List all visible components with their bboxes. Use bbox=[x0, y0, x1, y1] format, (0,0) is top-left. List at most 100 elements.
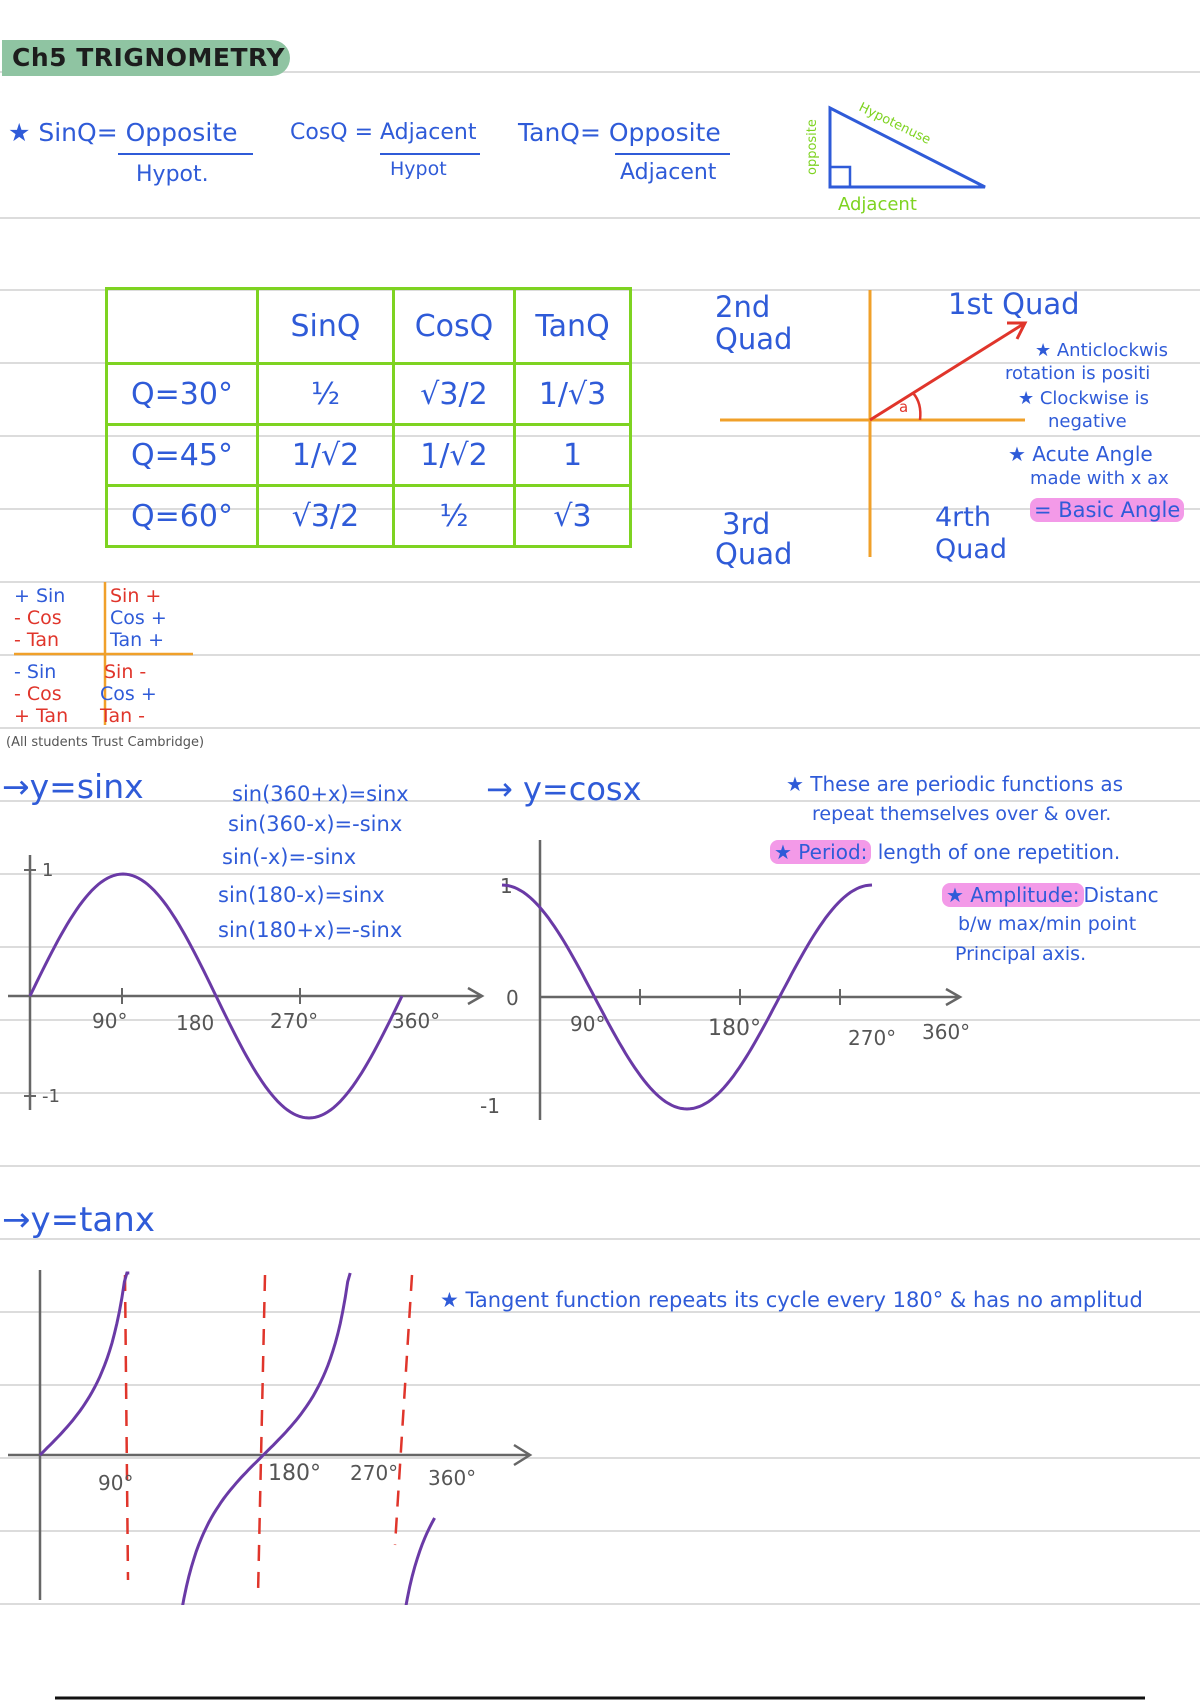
tan-graph: 90° 180° 270° 360° bbox=[8, 1270, 533, 1605]
quadrant-3-label-a: 3rd bbox=[722, 507, 771, 541]
table-cell: ½ bbox=[392, 484, 516, 548]
cos-denominator: Hypot bbox=[390, 158, 447, 180]
cos-graph-heading: → y=cosx bbox=[486, 770, 642, 808]
note-anticlockwise-b: rotation is positi bbox=[1005, 363, 1151, 384]
trig-values-table: SinQ CosQ TanQ Q=30° ½ √3/2 1/√3 Q=45° 1… bbox=[105, 287, 632, 548]
cast-mnemonic: (All students Trust Cambridge) bbox=[6, 735, 205, 750]
note-acute-a: ★ Acute Angle bbox=[1008, 442, 1153, 466]
sin-curve bbox=[28, 872, 404, 1120]
sin-identity: sin(180+x)=-sinx bbox=[218, 918, 403, 942]
sin-denominator: Hypot. bbox=[136, 162, 209, 187]
q1-sin-sign: Sin + bbox=[110, 585, 162, 607]
table-cell bbox=[105, 287, 259, 365]
angle-label: a bbox=[899, 398, 908, 416]
q2-cos-sign: - Cos bbox=[14, 607, 62, 629]
sin-fraction-bar bbox=[118, 153, 253, 155]
note-amplitude-b: b/w max/min point bbox=[958, 913, 1137, 935]
sin-tick-270: 270° bbox=[270, 1009, 318, 1033]
amplitude-highlight: ★ Amplitude: bbox=[942, 883, 1084, 907]
title-highlight bbox=[2, 40, 290, 76]
note-acute-b: made with x ax bbox=[1030, 468, 1169, 489]
q4-cos-sign: Cos + bbox=[100, 683, 157, 705]
table-cell: √3 bbox=[513, 484, 632, 548]
sin-tick-90: 90° bbox=[92, 1009, 127, 1033]
table-row: Q=60° √3/2 ½ √3 bbox=[105, 484, 632, 548]
table-header: CosQ bbox=[392, 287, 516, 365]
tan-note: ★ Tangent function repeats its cycle eve… bbox=[440, 1288, 1143, 1312]
cos-tick-360: 360° bbox=[922, 1020, 970, 1044]
table-row: Q=45° 1/√2 1/√2 1 bbox=[105, 423, 632, 487]
quadrant-4-label-b: Quad bbox=[935, 534, 1008, 565]
sin-identity: sin(180-x)=sinx bbox=[218, 883, 385, 907]
note-clockwise-a: ★ Clockwise is bbox=[1018, 388, 1150, 409]
period-highlight: ★ Period: bbox=[770, 840, 872, 864]
tan-curve bbox=[38, 1271, 130, 1457]
tan-fraction-bar bbox=[615, 153, 730, 155]
table-cell: √3/2 bbox=[256, 484, 395, 548]
cos-curve bbox=[501, 883, 873, 1111]
quadrant-diagram: a bbox=[720, 290, 1028, 557]
q1-cos-sign: Cos + bbox=[110, 607, 167, 629]
cos-graph: 1 0 -1 90° 180° 270° 360° bbox=[480, 840, 970, 1120]
q4-sin-sign: Sin - bbox=[104, 661, 147, 683]
tan-denominator: Adjacent bbox=[620, 160, 717, 185]
sin-ratio: ★ SinQ= Opposite bbox=[8, 118, 238, 147]
tan-tick-360: 360° bbox=[428, 1466, 476, 1490]
quadrant-2-label-b: Quad bbox=[715, 322, 793, 356]
right-triangle-diagram: opposite Hypotenuse Adjacent bbox=[805, 100, 986, 215]
note-clockwise-b: negative bbox=[1048, 411, 1127, 432]
basic-angle-highlight: = Basic Angle bbox=[1030, 498, 1185, 522]
sin-graph: 1 -1 90° 180 270° 360° bbox=[8, 855, 485, 1120]
quadrant-2-label-a: 2nd bbox=[715, 290, 771, 324]
table-cell: ½ bbox=[256, 362, 395, 426]
basic-angle-label: = Basic Angle bbox=[1030, 498, 1185, 522]
cos-ratio: CosQ = Adjacent bbox=[290, 120, 477, 145]
tan-tick-270: 270° bbox=[350, 1461, 398, 1485]
table-header: TanQ bbox=[513, 287, 632, 365]
table-cell: 1/√2 bbox=[392, 423, 516, 487]
sin-tick-360: 360° bbox=[392, 1009, 440, 1033]
table-cell: Q=45° bbox=[105, 423, 259, 487]
q4-tan-sign: Tan - bbox=[100, 705, 146, 727]
cos-fraction-bar bbox=[380, 153, 480, 155]
amplitude-definition: Distanc bbox=[1083, 883, 1159, 907]
note-anticlockwise-a: ★ Anticlockwis bbox=[1035, 340, 1168, 361]
cos-tick-270: 270° bbox=[848, 1026, 896, 1050]
cos-y-zero-label: 0 bbox=[506, 986, 519, 1010]
table-row: Q=30° ½ √3/2 1/√3 bbox=[105, 362, 632, 426]
tan-curve bbox=[181, 1272, 352, 1605]
tan-tick-180: 180° bbox=[268, 1461, 321, 1486]
cos-tick-180: 180° bbox=[708, 1016, 761, 1041]
tan-ratio: TanQ= Opposite bbox=[518, 118, 721, 147]
table-cell: Q=30° bbox=[105, 362, 259, 426]
note-amplitude: ★ Amplitude: Distanc bbox=[942, 883, 1159, 907]
tan-graph-heading: →y=tanx bbox=[2, 1200, 155, 1240]
quadrant-1-label: 1st Quad bbox=[948, 287, 1080, 321]
page-title: Ch5 TRIGNOMETRY bbox=[12, 43, 286, 72]
q3-sin-sign: - Sin bbox=[14, 661, 57, 683]
quadrant-4-label-a: 4rth bbox=[935, 502, 991, 533]
q1-tan-sign: Tan + bbox=[110, 629, 165, 651]
cos-tick-90: 90° bbox=[570, 1012, 605, 1036]
note-amplitude-c: Principal axis. bbox=[955, 943, 1087, 965]
period-definition: length of one repetition. bbox=[877, 840, 1121, 864]
q3-cos-sign: - Cos bbox=[14, 683, 62, 705]
note-periodic-a: ★ These are periodic functions as bbox=[786, 772, 1124, 796]
table-cell: 1 bbox=[513, 423, 632, 487]
q2-tan-sign: - Tan bbox=[14, 629, 60, 651]
sin-graph-heading: →y=sinx bbox=[2, 767, 144, 806]
table-cell: 1/√2 bbox=[256, 423, 395, 487]
sin-tick-180: 180 bbox=[176, 1011, 214, 1035]
table-header: SinQ bbox=[256, 287, 395, 365]
tan-tick-90: 90° bbox=[98, 1471, 133, 1495]
q2-sin-sign: + Sin bbox=[14, 585, 66, 607]
adjacent-label: Adjacent bbox=[838, 194, 917, 215]
sin-identity: sin(360+x)=sinx bbox=[232, 782, 409, 806]
table-cell: √3/2 bbox=[392, 362, 516, 426]
cos-y-min-label: -1 bbox=[480, 1094, 500, 1118]
sin-y-max-label: 1 bbox=[42, 860, 53, 881]
sin-identity: sin(360-x)=-sinx bbox=[228, 812, 403, 836]
table-cell: 1/√3 bbox=[513, 362, 632, 426]
table-cell: Q=60° bbox=[105, 484, 259, 548]
tan-curve bbox=[404, 1517, 436, 1605]
